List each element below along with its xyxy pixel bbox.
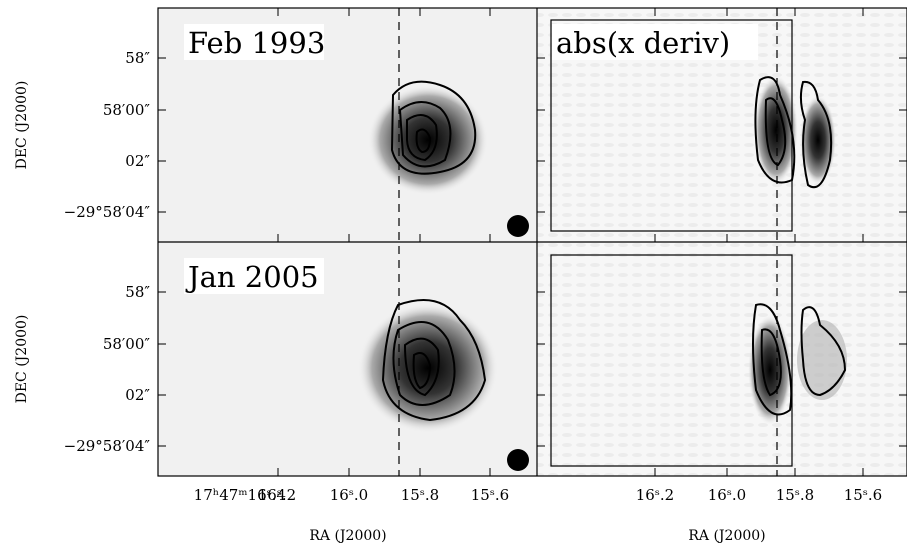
x-tick-label: 16ˢ.0 [708, 486, 746, 504]
panel-images [157, 7, 907, 477]
y-tick-label: −29°58′04″ [64, 437, 151, 455]
x-tick-label: 17ʰ47ᵐ16ˢ.4 [194, 486, 286, 504]
x-tick-label: 15ˢ.8 [401, 486, 439, 504]
x-tick-label: 16ˢ.0 [330, 486, 368, 504]
y-tick-label: 58′00″ [103, 335, 151, 353]
x-tick-label: 15ˢ.6 [471, 486, 509, 504]
y-tick-label: 02″ [125, 386, 150, 404]
y-tick-label: −29°58′04″ [64, 203, 151, 221]
y-tick-label: 02″ [125, 152, 150, 170]
label-bg [184, 258, 324, 294]
x-tick-label: 15ˢ.8 [776, 486, 814, 504]
x-axis-label: RA (J2000) [309, 528, 386, 544]
panel-label: Jan 2005 [185, 260, 319, 294]
x-axis-label: RA (J2000) [688, 528, 765, 544]
label-bg [552, 24, 758, 60]
y-tick-label: 58″ [125, 49, 150, 67]
y-tick-label: 58′00″ [103, 101, 151, 119]
panel-label: abs(x deriv) [556, 26, 730, 60]
y-axis-label: DEC (J2000) [14, 315, 30, 404]
x-tick-label: 15ˢ.6 [844, 486, 882, 504]
label-bg [184, 24, 324, 60]
x-tick-label: 16ˢ.2 [258, 486, 296, 504]
y-tick-label: 58″ [125, 283, 150, 301]
y-axis-label: DEC (J2000) [14, 81, 30, 170]
panel-label: Feb 1993 [188, 26, 325, 60]
x-tick-label: 16ˢ.2 [636, 486, 674, 504]
